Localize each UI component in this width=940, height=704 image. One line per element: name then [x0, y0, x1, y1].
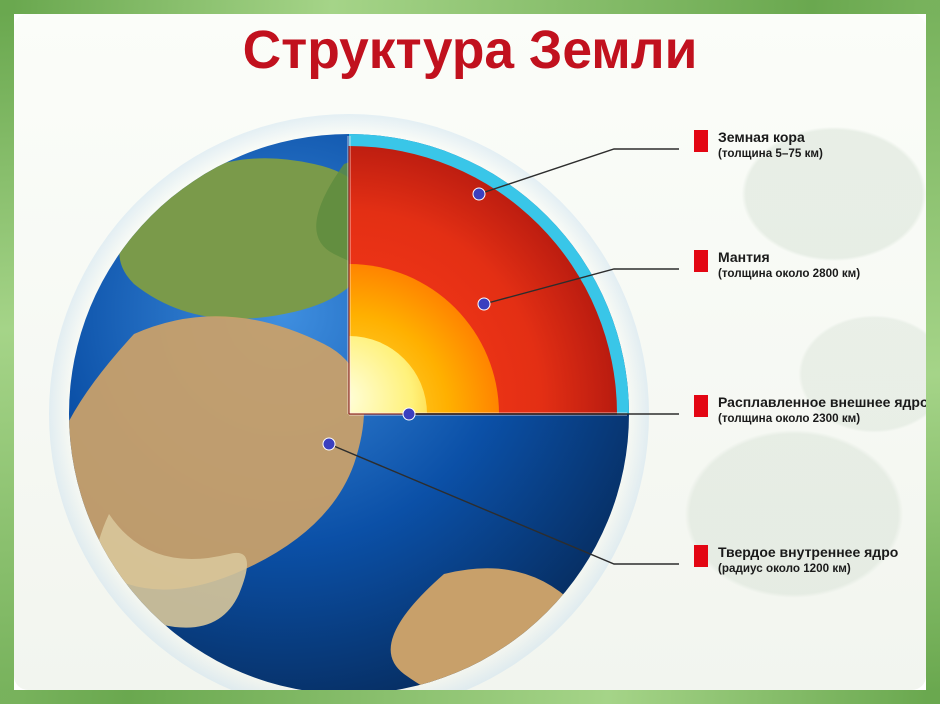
slide-frame: Структура Земли	[0, 0, 940, 704]
diagram-canvas	[14, 14, 940, 704]
